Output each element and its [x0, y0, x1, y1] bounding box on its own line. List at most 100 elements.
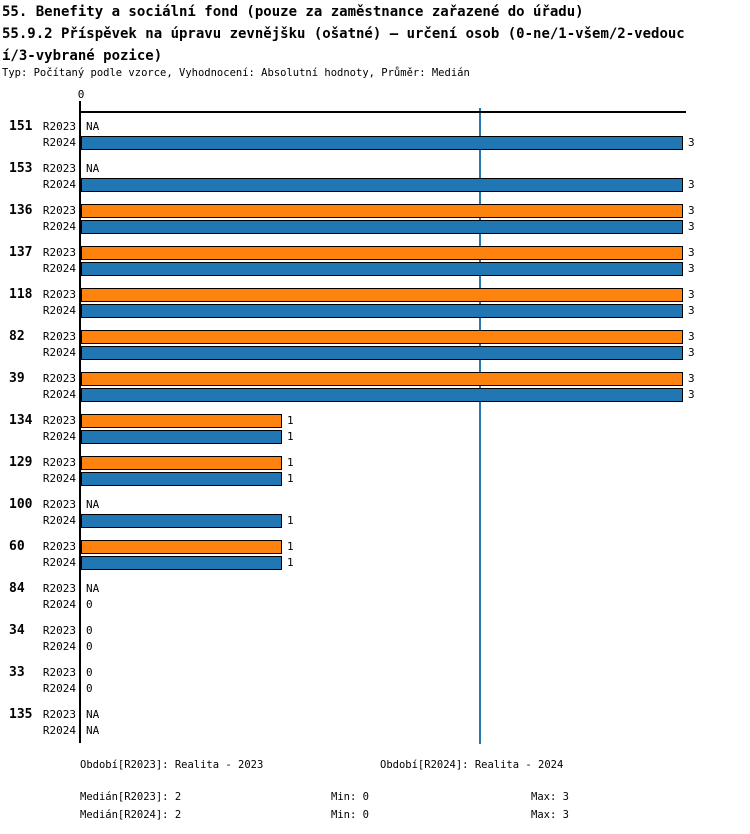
bar-r2023 [81, 330, 683, 344]
row-id-label: 135 [9, 707, 33, 722]
bar-r2023 [81, 246, 683, 260]
series-label-r2024: R2024 [42, 262, 76, 275]
series-label-r2023: R2023 [42, 120, 76, 133]
bar-value-label: 1 [287, 430, 294, 443]
bar-value-label: NA [86, 724, 100, 737]
x-axis-zero-tick: 0 [77, 88, 85, 101]
series-label-r2024: R2024 [42, 556, 76, 569]
bar-value-label: 3 [688, 372, 695, 385]
series-label-r2024: R2024 [42, 220, 76, 233]
y-axis-line [79, 101, 81, 743]
max-2023-label: Max: 3 [531, 791, 569, 803]
series-label-r2023: R2023 [42, 456, 76, 469]
bar-r2023 [81, 372, 683, 386]
bar-r2023 [81, 288, 683, 302]
bar-value-label: 0 [86, 640, 93, 653]
bar-value-label: NA [86, 708, 100, 721]
bar-value-label: 3 [688, 204, 695, 217]
bar-r2023 [81, 456, 282, 470]
min-2023-label: Min: 0 [331, 791, 369, 803]
bar-r2024 [81, 430, 282, 444]
bar-value-label: 3 [688, 288, 695, 301]
min-2024-label: Min: 0 [331, 809, 369, 821]
median-gridline [479, 108, 481, 744]
series-label-r2024: R2024 [42, 346, 76, 359]
bar-r2023 [81, 204, 683, 218]
row-id-label: 136 [9, 203, 33, 218]
bar-value-label: 3 [688, 220, 695, 233]
bar-value-label: 3 [688, 178, 695, 191]
series-label-r2024: R2024 [42, 724, 76, 737]
row-id-label: 129 [9, 455, 33, 470]
series-label-r2024: R2024 [42, 514, 76, 527]
bar-value-label: 3 [688, 388, 695, 401]
median-2023-label: Medián[R2023]: 2 [80, 791, 182, 803]
row-id-label: 151 [9, 119, 33, 134]
row-id-label: 100 [9, 497, 33, 512]
bar-value-label: 0 [86, 598, 93, 611]
series-label-r2024: R2024 [42, 304, 76, 317]
row-id-label: 60 [9, 539, 25, 554]
series-label-r2023: R2023 [42, 498, 76, 511]
series-label-r2023: R2023 [42, 288, 76, 301]
series-label-r2023: R2023 [42, 162, 76, 175]
bar-value-label: 3 [688, 330, 695, 343]
bar-value-label: NA [86, 582, 100, 595]
series-label-r2023: R2023 [42, 246, 76, 259]
bar-r2024 [81, 178, 683, 192]
bar-r2023 [81, 414, 282, 428]
series-label-r2023: R2023 [42, 582, 76, 595]
series-label-r2024: R2024 [42, 178, 76, 191]
bar-chart: 0 151 R2023 NA R2024 3 153 R2023 NA R2024 3 136 R20… [9, 88, 695, 744]
series-label-r2023: R2023 [42, 624, 76, 637]
series-label-r2023: R2023 [42, 540, 76, 553]
bar-r2024 [81, 262, 683, 276]
bar-value-label: 0 [86, 624, 93, 637]
row-id-label: 84 [9, 581, 25, 596]
report-subtitle: Typ: Počítaný podle vzorce, Vyhodnocení:… [2, 67, 470, 79]
series-label-r2023: R2023 [42, 414, 76, 427]
row-id-label: 82 [9, 329, 25, 344]
series-label-r2024: R2024 [42, 430, 76, 443]
series-label-r2023: R2023 [42, 204, 76, 217]
bar-value-label: NA [86, 498, 100, 511]
bar-r2024 [81, 472, 282, 486]
bar-value-label: 1 [287, 556, 294, 569]
max-2024-label: Max: 3 [531, 809, 569, 821]
report-title-line3: í/3-vybrané pozice) [2, 48, 163, 64]
row-id-label: 153 [9, 161, 33, 176]
series-label-r2023: R2023 [42, 372, 76, 385]
bar-value-label: 1 [287, 456, 294, 469]
bar-value-label: 0 [86, 682, 93, 695]
row-id-label: 134 [9, 413, 33, 428]
bar-value-label: 1 [287, 540, 294, 553]
bar-r2024 [81, 388, 683, 402]
bar-value-label: 0 [86, 666, 93, 679]
series-label-r2024: R2024 [42, 388, 76, 401]
row-id-label: 34 [9, 623, 25, 638]
series-label-r2023: R2023 [42, 330, 76, 343]
series-label-r2024: R2024 [42, 136, 76, 149]
bar-r2024 [81, 514, 282, 528]
period-2024-label: Období[R2024]: Realita - 2024 [380, 759, 564, 771]
bar-value-label: 3 [688, 304, 695, 317]
row-id-label: 39 [9, 371, 25, 386]
bar-value-label: 3 [688, 346, 695, 359]
bar-value-label: NA [86, 120, 100, 133]
period-2023-label: Období[R2023]: Realita - 2023 [80, 759, 264, 771]
row-id-label: 33 [9, 665, 25, 680]
bar-value-label: 1 [287, 472, 294, 485]
x-axis-line [80, 111, 686, 113]
row-id-label: 118 [9, 287, 33, 302]
row-id-label: 137 [9, 245, 33, 260]
series-label-r2024: R2024 [42, 598, 76, 611]
series-label-r2023: R2023 [42, 708, 76, 721]
series-label-r2023: R2023 [42, 666, 76, 679]
series-label-r2024: R2024 [42, 682, 76, 695]
bar-r2024 [81, 346, 683, 360]
bar-r2024 [81, 136, 683, 150]
bar-value-label: 3 [688, 262, 695, 275]
median-2024-label: Medián[R2024]: 2 [80, 809, 182, 821]
bar-value-label: 3 [688, 246, 695, 259]
